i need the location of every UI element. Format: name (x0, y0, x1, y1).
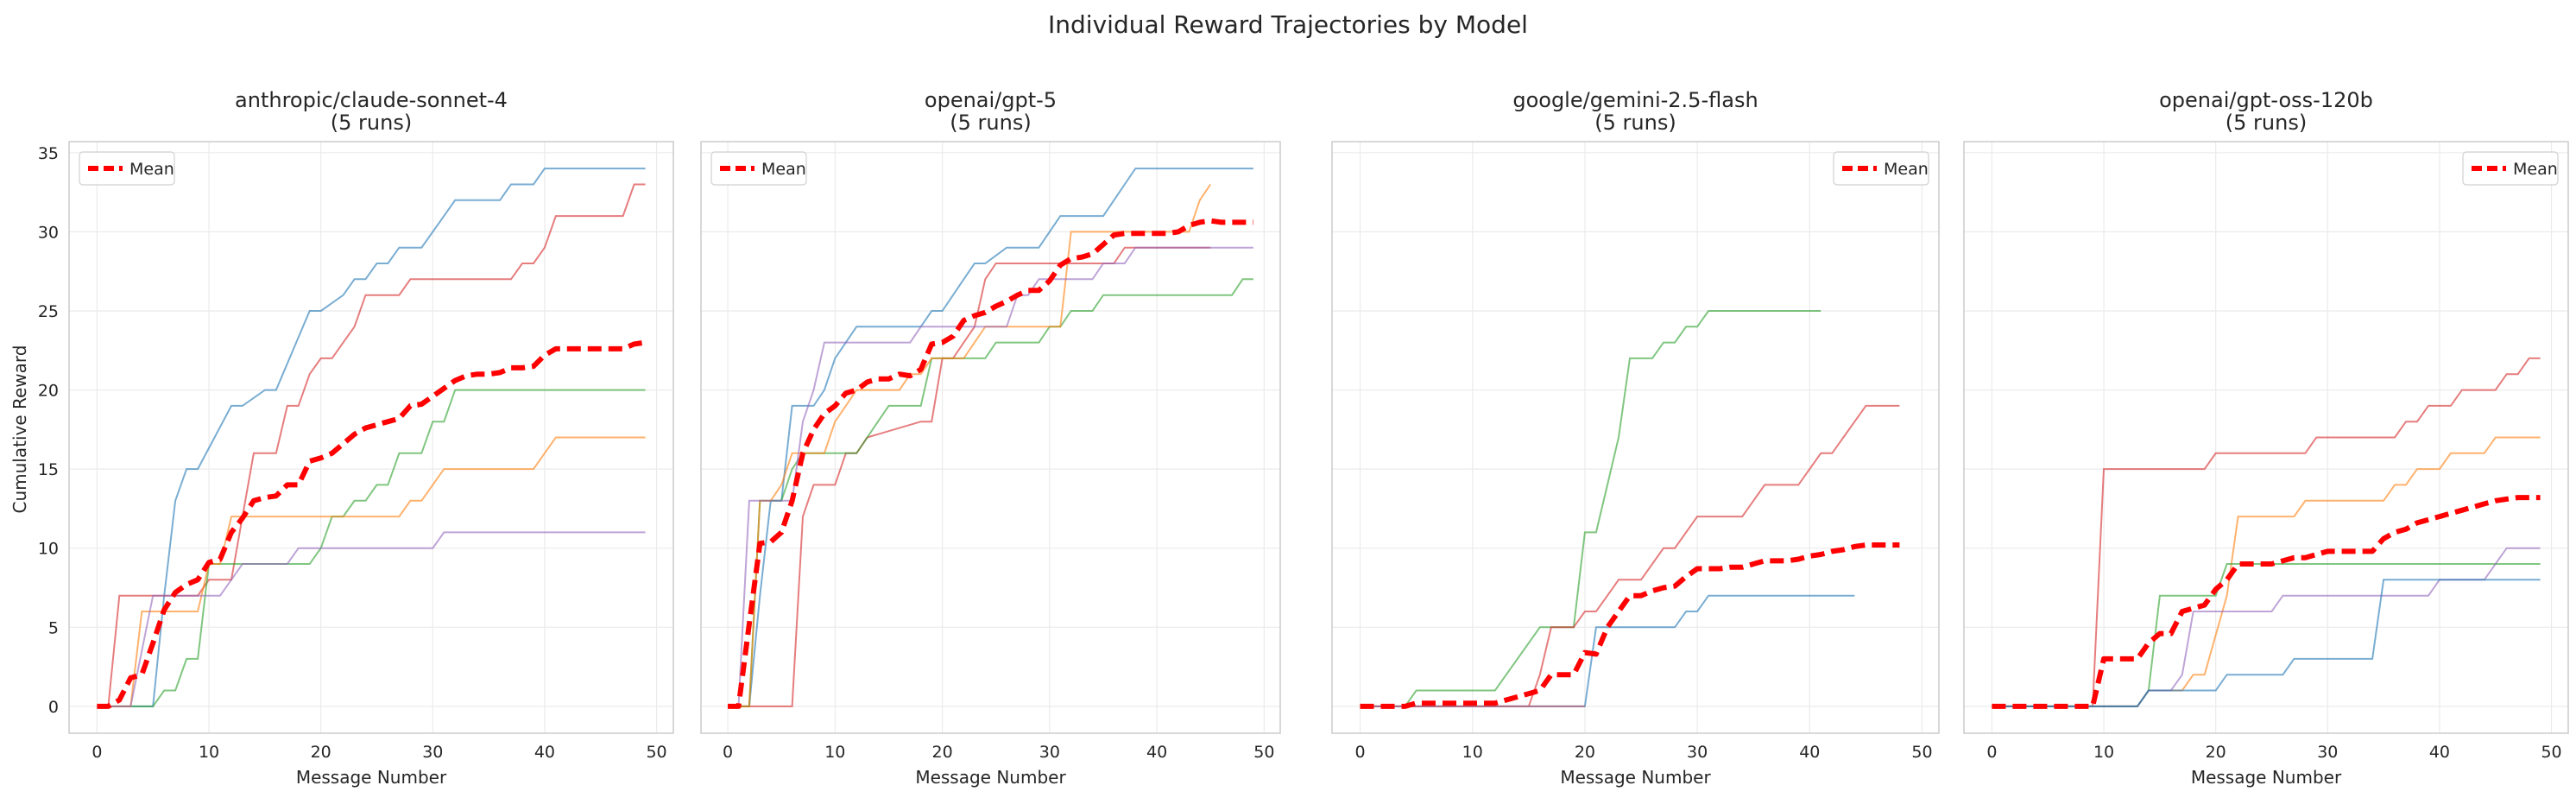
run-line-3 (1992, 563, 2541, 707)
x-tick-label: 0 (723, 743, 733, 762)
legend: Mean (2462, 151, 2559, 186)
panel-title: openai/gpt-oss-120b (2159, 88, 2373, 112)
x-tick-label: 40 (1799, 743, 1820, 762)
run-line-2 (1360, 404, 1900, 707)
panel-subtitle: (5 runs) (950, 111, 1031, 135)
x-tick-label: 0 (1986, 743, 1997, 762)
x-tick-label: 10 (199, 743, 219, 762)
legend-box (79, 151, 175, 186)
run-line-1 (728, 168, 1253, 707)
axes-frame (1331, 141, 1940, 734)
run-line-3 (728, 278, 1253, 707)
chart-panel-4: openai/gpt-oss-120b(5 runs) 0 10 20 30 40 50 Me… (1963, 88, 2569, 788)
mean-line (728, 218, 1253, 709)
run-line-5 (97, 531, 646, 707)
axes-frame (1963, 141, 2569, 734)
x-tick-label: 10 (1462, 743, 1483, 762)
x-axis-label: Message Number (915, 767, 1066, 788)
legend-box (1833, 151, 1929, 186)
legend: Mean (710, 151, 807, 186)
chart-panel-2: openai/gpt-5(5 runs) 0 10 20 30 40 50 Message N… (700, 88, 1281, 788)
y-tick-label: 5 (48, 618, 59, 637)
x-tick-label: 30 (2317, 743, 2338, 762)
panel-title: openai/gpt-5 (925, 88, 1057, 112)
legend-label: Mean (761, 160, 806, 179)
legend-box (710, 151, 807, 186)
legend-label: Mean (129, 160, 174, 179)
y-tick-label: 20 (38, 382, 59, 401)
run-line-4 (97, 436, 646, 707)
figure-suptitle: Individual Reward Trajectories by Model (1048, 10, 1528, 39)
panel-subtitle: (5 runs) (1594, 111, 1676, 135)
chart-panel-3: google/gemini-2.5-flash(5 runs) 0 10 20 30 40… (1331, 88, 1940, 788)
run-line-5 (1992, 579, 2541, 707)
run-line-2 (97, 183, 646, 707)
run-line-5 (728, 246, 1253, 707)
y-tick-label: 25 (38, 302, 59, 321)
y-axis-label: Cumulative Reward (9, 345, 30, 514)
legend-label: Mean (1884, 160, 1929, 179)
y-tick-label: 10 (38, 540, 59, 559)
x-tick-label: 30 (422, 743, 443, 762)
x-tick-label: 20 (1575, 743, 1595, 762)
x-tick-label: 0 (92, 743, 102, 762)
y-tick-label: 30 (38, 223, 59, 242)
panel-title: google/gemini-2.5-flash (1512, 88, 1758, 112)
mean-line (1360, 542, 1900, 709)
chart-panel-1: anthropic/claude-sonnet-4(5 runs) 0 10 20 30… (38, 88, 674, 788)
legend-label: Mean (2513, 160, 2558, 179)
x-tick-label: 50 (1253, 743, 1274, 762)
y-tick-label: 0 (48, 698, 59, 717)
panels: anthropic/claude-sonnet-4(5 runs)0 10 20 30… (38, 88, 2569, 788)
legend-box (2462, 151, 2559, 186)
x-tick-label: 50 (1911, 743, 1932, 762)
run-line-1 (1360, 310, 1822, 707)
y-tick-label: 35 (38, 144, 59, 163)
x-axis-label: Message Number (1560, 767, 1711, 788)
x-tick-label: 40 (534, 743, 555, 762)
x-tick-label: 20 (931, 743, 952, 762)
x-tick-label: 40 (1146, 743, 1167, 762)
y-tick-label: 15 (38, 460, 59, 479)
x-tick-label: 10 (2093, 743, 2114, 762)
mean-line (97, 339, 647, 709)
x-tick-label: 0 (1354, 743, 1365, 762)
run-line-2 (1992, 436, 2541, 707)
x-axis-label: Message Number (2191, 767, 2342, 788)
x-tick-label: 50 (646, 743, 666, 762)
x-tick-label: 20 (2206, 743, 2226, 762)
x-axis-label: Message Number (296, 767, 447, 788)
x-tick-label: 40 (2429, 743, 2450, 762)
axes-frame (700, 141, 1281, 734)
legend: Mean (79, 151, 175, 186)
x-tick-label: 20 (311, 743, 331, 762)
x-tick-label: 30 (1039, 743, 1060, 762)
panel-subtitle: (5 runs) (2226, 111, 2307, 135)
x-tick-label: 10 (824, 743, 845, 762)
axes-frame (68, 141, 674, 734)
mean-line (1992, 495, 2541, 709)
run-line-2 (728, 246, 1211, 707)
run-line-3 (1360, 594, 1855, 707)
run-line-1 (97, 168, 646, 707)
legend: Mean (1833, 151, 1929, 186)
panel-title: anthropic/claude-sonnet-4 (235, 88, 508, 112)
x-tick-label: 50 (2541, 743, 2561, 762)
x-tick-label: 30 (1687, 743, 1708, 762)
run-line-1 (1992, 357, 2541, 707)
panel-subtitle: (5 runs) (331, 111, 412, 135)
